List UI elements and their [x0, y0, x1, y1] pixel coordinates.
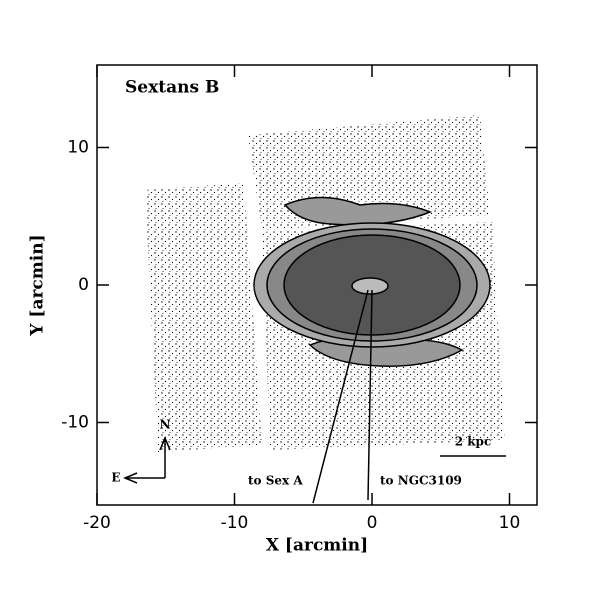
compass-label: E — [111, 471, 120, 485]
y-tick-label: 10 — [67, 138, 89, 158]
compass-label: N — [160, 418, 171, 432]
contour — [351, 277, 389, 295]
annotation: to Sex A — [248, 474, 303, 488]
contour — [283, 196, 433, 226]
y-tick-label: -10 — [61, 413, 89, 433]
x-tick-label: 10 — [499, 513, 521, 533]
x-tick-label: -10 — [221, 513, 249, 533]
annotation: to NGC3109 — [380, 474, 462, 488]
x-axis-label: X [arcmin] — [266, 536, 368, 556]
scale-label: 2 kpc — [455, 435, 492, 449]
pointer-line — [312, 289, 369, 504]
x-tick-label: -20 — [83, 513, 111, 533]
star-field — [145, 183, 262, 452]
contours — [253, 196, 491, 367]
y-axis-label: Y [arcmin] — [28, 234, 48, 336]
compass-n-head — [159, 436, 171, 451]
chart-title: Sextans B — [125, 78, 219, 98]
compass-e-head — [123, 472, 138, 484]
x-tick-label: 0 — [367, 513, 378, 533]
pointer-line — [367, 289, 373, 501]
y-tick-label: 0 — [78, 275, 89, 295]
pointers — [123, 289, 506, 504]
